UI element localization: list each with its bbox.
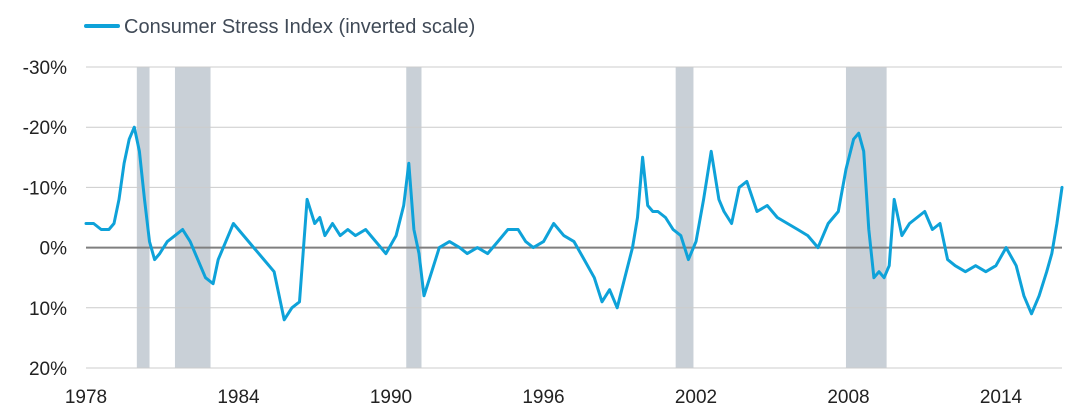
- legend: Consumer Stress Index (inverted scale): [84, 16, 475, 38]
- x-tick-label: 1990: [370, 387, 412, 408]
- x-tick-label: 2002: [675, 387, 717, 408]
- x-tick-label: 1996: [522, 387, 564, 408]
- grid-lines: [86, 66, 1062, 369]
- y-tick-label: 10%: [29, 299, 67, 320]
- y-tick-label: -10%: [23, 178, 67, 199]
- y-tick-label: -20%: [23, 118, 67, 139]
- recession-bands: [136, 67, 887, 368]
- legend-label: Consumer Stress Index (inverted scale): [124, 16, 475, 38]
- recession-band-1: [136, 67, 150, 368]
- y-tick-label: 0%: [40, 239, 68, 260]
- series-layer: [84, 125, 1064, 322]
- y-axis-tick-labels: -30% -20% -10% 0% 10% 20%: [23, 58, 67, 380]
- recession-band-4: [675, 67, 694, 368]
- x-tick-label: 1978: [65, 387, 107, 408]
- y-tick-label: 20%: [29, 359, 67, 380]
- recession-band-2: [174, 67, 211, 368]
- series-line-1: [84, 125, 1064, 322]
- x-tick-label: 2008: [827, 387, 869, 408]
- recession-band-5: [845, 67, 887, 368]
- x-tick-label: 2014: [980, 387, 1023, 408]
- x-axis-tick-labels: 1978 1984 1990 1996 2002 2008 2014: [65, 387, 1023, 408]
- y-tick-label: -30%: [23, 58, 67, 79]
- x-tick-label: 1984: [217, 387, 260, 408]
